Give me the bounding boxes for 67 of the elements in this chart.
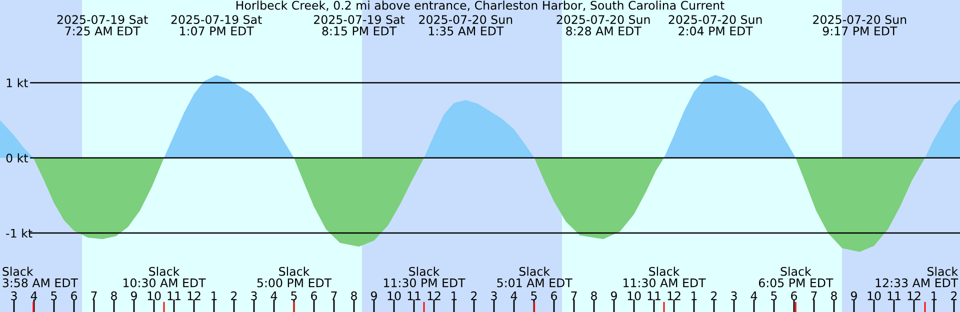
x-tick-label: 12 bbox=[668, 291, 680, 300]
x-tick-label: 4 bbox=[750, 292, 758, 300]
x-tick-label: 6 bbox=[71, 291, 78, 300]
x-tick-label: 4 bbox=[510, 292, 518, 300]
x-tick-label: 10 bbox=[628, 291, 641, 300]
x-tick-label: 11 bbox=[888, 292, 900, 300]
annotation: 2025-07-20 Sun 1:35 AM EDT bbox=[419, 15, 512, 36]
annotation: Slack 10:30 AM EDT bbox=[124, 266, 206, 288]
x-tick-label: 4 bbox=[270, 292, 278, 300]
x-tick-label: 5 bbox=[771, 292, 777, 300]
y-tick-label: 0 kt bbox=[6, 153, 28, 163]
x-tick-label: 9 bbox=[850, 291, 857, 300]
x-tick-label: 8 bbox=[591, 291, 597, 300]
annotation: Slack 6:05 PM EDT bbox=[758, 266, 834, 288]
annotation: Slack 12:33 AM EDT bbox=[876, 266, 958, 288]
x-tick-label: 8 bbox=[351, 291, 357, 300]
x-tick-label: 4 bbox=[30, 292, 38, 300]
x-tick-label: 2 bbox=[711, 291, 717, 300]
x-tick-label: 11 bbox=[168, 292, 180, 300]
x-tick-label: 11 bbox=[648, 292, 660, 300]
x-tick-label: 12 bbox=[908, 291, 920, 300]
annotation: Slack 3:58 AM EDT bbox=[2, 266, 78, 288]
x-tick-label: 11 bbox=[408, 292, 420, 300]
x-tick-label: 10 bbox=[868, 291, 881, 300]
x-tick-label: 5 bbox=[291, 292, 297, 300]
annotation: 2025-07-19 Sat 8:15 PM EDT bbox=[314, 15, 405, 36]
annotation: 2025-07-19 Sat 7:25 AM EDT bbox=[57, 15, 148, 36]
x-tick-label: 1 bbox=[692, 292, 697, 300]
annotation: 2025-07-20 Sun 2:04 PM EDT bbox=[668, 15, 762, 36]
x-tick-label: 2 bbox=[471, 291, 477, 300]
x-tick-label: 1 bbox=[452, 292, 457, 300]
annotation: Slack 5:01 AM EDT bbox=[497, 266, 572, 288]
y-tick-label: 1 kt bbox=[6, 78, 28, 88]
annotation: Slack 11:30 PM EDT bbox=[384, 266, 466, 288]
x-tick-label: 2 bbox=[231, 291, 237, 300]
x-tick-label: 7 bbox=[331, 292, 337, 300]
y-tick-label: -1 kt bbox=[6, 228, 32, 238]
x-tick-label: 3 bbox=[11, 291, 17, 300]
annotation: 2025-07-20 Sun 8:28 AM EDT bbox=[556, 15, 650, 36]
x-tick-label: 8 bbox=[111, 291, 117, 300]
x-tick-label: 7 bbox=[811, 292, 817, 300]
x-tick-label: 5 bbox=[531, 292, 537, 300]
x-tick-label: 9 bbox=[370, 291, 377, 300]
annotation: 2025-07-20 Sun 9:17 PM EDT bbox=[813, 15, 906, 36]
x-tick-label: 3 bbox=[491, 291, 497, 300]
x-tick-label: 12 bbox=[188, 291, 200, 300]
annotation: 2025-07-19 Sat 1:07 PM EDT bbox=[171, 15, 262, 36]
x-tick-label: 1 bbox=[932, 292, 937, 300]
x-tick-label: 8 bbox=[831, 291, 837, 300]
x-tick-label: 10 bbox=[148, 291, 161, 300]
x-tick-label: 9 bbox=[130, 291, 137, 300]
x-tick-label: 5 bbox=[51, 292, 57, 300]
x-tick-label: 7 bbox=[91, 292, 97, 300]
annotation: Slack 11:30 AM EDT bbox=[624, 266, 706, 288]
x-tick-label: 6 bbox=[791, 291, 798, 300]
x-tick-label: 9 bbox=[610, 291, 617, 300]
x-tick-label: 3 bbox=[731, 291, 737, 300]
x-tick-label: 7 bbox=[571, 292, 577, 300]
x-tick-label: 3 bbox=[251, 291, 257, 300]
x-tick-label: 10 bbox=[388, 291, 401, 300]
x-tick-label: 6 bbox=[551, 291, 558, 300]
chart-title: Horlbeck Creek, 0.2 mi above entrance, Charleston Harbor, South Carolina Current bbox=[236, 0, 724, 11]
annotation: Slack 5:00 PM EDT bbox=[257, 266, 332, 288]
x-tick-label: 1 bbox=[212, 292, 217, 300]
x-tick-label: 12 bbox=[428, 291, 440, 300]
x-tick-label: 6 bbox=[311, 291, 318, 300]
x-tick-label: 2 bbox=[951, 291, 957, 300]
